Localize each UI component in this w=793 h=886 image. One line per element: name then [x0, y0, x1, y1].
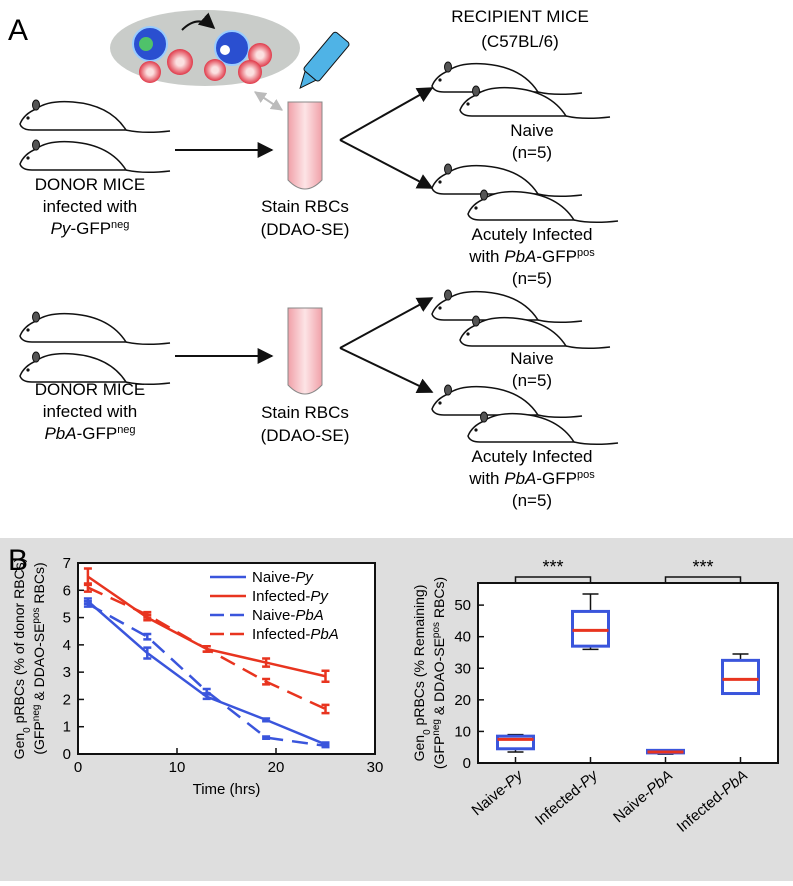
error-bar — [262, 717, 271, 723]
label-part: pos — [431, 622, 442, 638]
x-tick-label: 30 — [367, 759, 384, 776]
y-tick-label: 30 — [454, 660, 471, 677]
significance-bracket — [514, 576, 592, 584]
x-tick-label: 10 — [169, 759, 186, 776]
label-part: neg — [31, 705, 42, 722]
link-arrow — [254, 91, 283, 111]
legend-label: Naive-PbA — [252, 607, 324, 624]
y-axis-label: Gen0 pRBCs (% Remaining) — [411, 585, 433, 762]
legend-label: Naive-Py — [252, 569, 314, 586]
panel-a: A RECIPIENT MICE (C57BL/6) DONOR MICE in… — [8, 7, 619, 510]
stain-label: (DDAO-SE) — [261, 426, 350, 445]
y-tick-label: 3 — [63, 664, 71, 681]
y-tick-label: 0 — [463, 755, 471, 772]
y-tick-label: 4 — [63, 637, 71, 654]
error-bar — [262, 735, 271, 740]
label-part: neg — [431, 719, 442, 736]
label-part: pRBCs (% Remaining) — [411, 585, 427, 730]
error-bar — [143, 646, 152, 660]
label-part: RBCs) — [431, 577, 447, 622]
y-tick-label: 10 — [454, 723, 471, 740]
error-bar — [321, 703, 330, 715]
x-tick-label: 20 — [268, 759, 285, 776]
stain-label: (DDAO-SE) — [261, 220, 350, 239]
significance-label: *** — [542, 557, 563, 577]
legend-label: Infected-PbA — [252, 626, 339, 643]
error-bar — [321, 743, 330, 749]
error-bar — [143, 632, 152, 641]
error-bar — [202, 644, 211, 653]
x-axis-label: Time (hrs) — [193, 781, 261, 798]
label-part: 0 — [422, 729, 433, 735]
error-bar — [83, 599, 92, 608]
y-axis-label: (GFPneg & DDAO-SEpos RBCs) — [431, 577, 448, 769]
y-tick-label: 40 — [454, 629, 471, 646]
naive-label: Naive — [510, 349, 553, 368]
label-part: (GFP — [431, 736, 447, 769]
panel-label: B — [8, 544, 28, 577]
error-bar — [321, 669, 330, 683]
label-part: 0 — [22, 727, 33, 733]
donor-label: infected with — [43, 402, 138, 421]
infected-label: Acutely Infected — [472, 447, 593, 466]
tube — [287, 101, 323, 190]
y-tick-label: 20 — [454, 692, 471, 709]
donor-label: infected with — [43, 197, 138, 216]
label-part: & DDAO-SE — [431, 638, 447, 719]
y-tick-label: 50 — [454, 597, 471, 614]
y-axis-label: (GFPneg & DDAO-SEpos RBCs) — [31, 562, 48, 754]
label-part: RBCs) — [31, 562, 47, 607]
recipient-strain: (C57BL/6) — [481, 32, 558, 51]
x-tick-label: 0 — [74, 759, 82, 776]
infected-label: Acutely Infected — [472, 225, 593, 244]
y-axis-label: Gen0 pRBCs (% of donor RBCs) — [11, 558, 33, 760]
naive-label: (n=5) — [512, 371, 552, 390]
y-tick-label: 0 — [63, 746, 71, 763]
y-tick-label: 2 — [63, 691, 71, 708]
naive-label: (n=5) — [512, 143, 552, 162]
panel-label: A — [8, 14, 28, 47]
label-part: & DDAO-SE — [31, 624, 47, 705]
recipient-title: RECIPIENT MICE — [451, 7, 589, 26]
significance-bracket — [664, 576, 742, 584]
box — [721, 658, 760, 696]
stain-label: Stain RBCs — [261, 197, 349, 216]
donor-strain: PbA-GFPneg — [44, 424, 135, 443]
y-tick-label: 1 — [63, 719, 71, 736]
infected-label: with PbA-GFPpos — [468, 247, 595, 266]
box — [571, 609, 610, 648]
infected-label: with PbA-GFPpos — [468, 469, 595, 488]
error-bar — [143, 610, 152, 619]
y-tick-label: 7 — [63, 555, 71, 572]
error-bar — [83, 582, 92, 593]
infected-label: (n=5) — [512, 269, 552, 288]
error-bar — [202, 687, 211, 695]
y-tick-label: 6 — [63, 582, 71, 599]
label-part: pos — [31, 607, 42, 623]
error-bar — [262, 677, 271, 686]
y-tick-label: 5 — [63, 610, 71, 627]
label-part: Gen — [411, 735, 427, 761]
label-part: pRBCs (% of donor RBCs) — [11, 558, 27, 728]
naive-label: Naive — [510, 121, 553, 140]
error-bar — [262, 657, 271, 668]
label-part: (GFP — [31, 721, 47, 754]
donor-label: DONOR MICE — [35, 175, 146, 194]
label-part: Gen — [11, 733, 27, 759]
cells — [132, 12, 272, 84]
significance-label: *** — [692, 557, 713, 577]
pipette — [299, 31, 350, 90]
donor-strain: Py-GFPneg — [51, 219, 130, 238]
legend-label: Infected-Py — [252, 588, 329, 605]
donor-label: DONOR MICE — [35, 380, 146, 399]
stain-label: Stain RBCs — [261, 403, 349, 422]
infected-label: (n=5) — [512, 491, 552, 510]
tube — [287, 307, 323, 395]
